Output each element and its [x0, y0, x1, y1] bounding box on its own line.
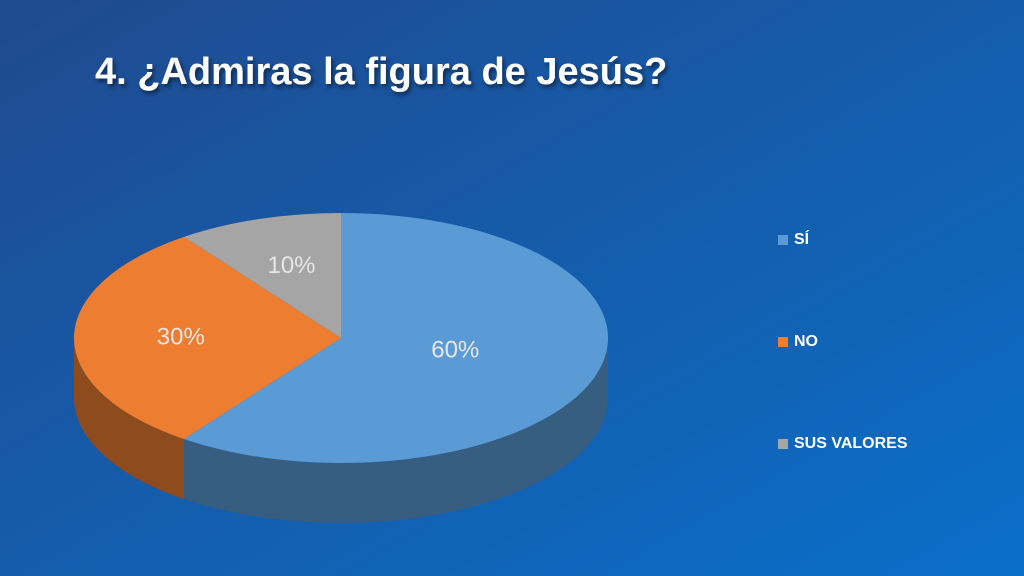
legend-swatch	[778, 337, 788, 347]
data-label: 10%	[267, 252, 315, 279]
pie: 60% 30% 10%	[73, 213, 608, 523]
data-label: 60%	[431, 337, 479, 364]
slice	[184, 213, 341, 338]
legend-label: SUS VALORES	[794, 435, 908, 452]
slice	[73, 236, 342, 440]
legend-label: SÍ	[794, 229, 810, 248]
slice	[184, 213, 608, 463]
chart-title: 4. ¿Admiras la figura de Jesús?	[95, 51, 667, 93]
data-label: 30%	[157, 323, 205, 350]
slice-side	[74, 338, 185, 500]
legend-swatch	[778, 439, 788, 449]
slice-side	[184, 338, 608, 523]
legend: SÍ NO SUS VALORES	[778, 229, 908, 452]
legend-swatch	[778, 235, 788, 245]
legend-label: NO	[794, 333, 818, 350]
